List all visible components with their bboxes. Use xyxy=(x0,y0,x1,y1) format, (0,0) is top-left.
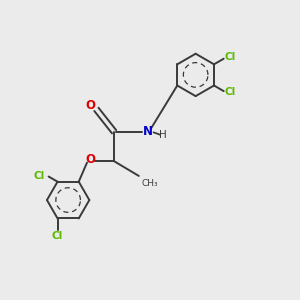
Text: Cl: Cl xyxy=(33,171,44,181)
Text: O: O xyxy=(85,99,95,112)
Text: O: O xyxy=(85,153,95,166)
Text: CH₃: CH₃ xyxy=(141,179,158,188)
Text: Cl: Cl xyxy=(225,87,236,97)
Text: N: N xyxy=(142,125,153,138)
Text: H: H xyxy=(159,130,167,140)
Text: Cl: Cl xyxy=(52,231,63,242)
Text: Cl: Cl xyxy=(225,52,236,62)
